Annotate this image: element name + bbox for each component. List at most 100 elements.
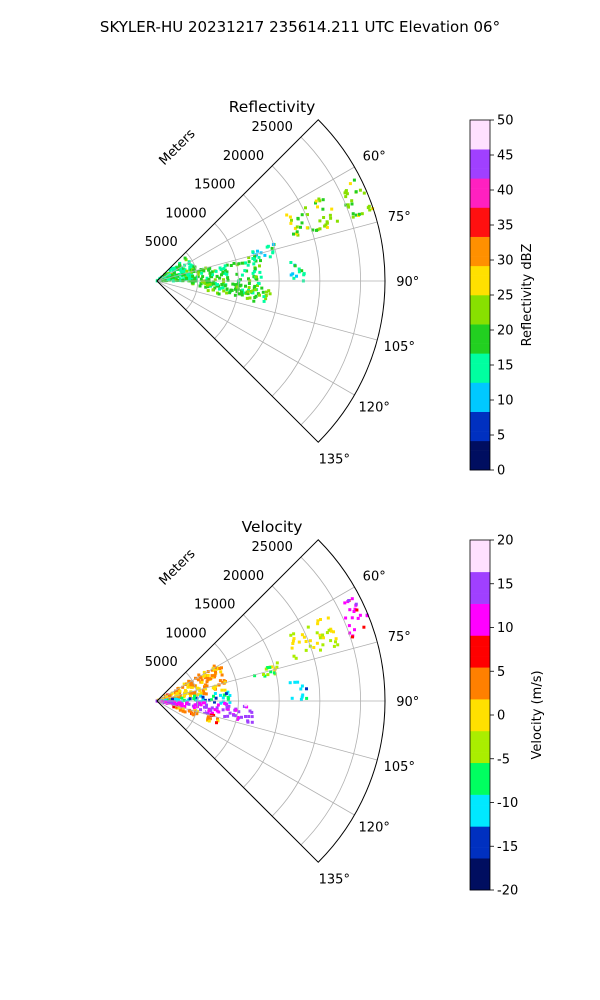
colorbar-segment: [470, 868, 490, 880]
echo-cell: [225, 263, 229, 267]
echo-cell: [179, 708, 182, 712]
echo-cell: [178, 261, 182, 265]
echo-cell: [168, 697, 172, 700]
echo-cell: [344, 616, 348, 620]
echo-cell: [264, 297, 268, 301]
echo-cell: [327, 628, 331, 632]
echo-cell: [208, 266, 212, 270]
echo-cell: [181, 709, 185, 713]
echo-cell: [288, 681, 292, 685]
echo-cell: [354, 213, 358, 217]
echo-cell: [353, 607, 357, 611]
echo-cell: [198, 701, 202, 705]
echo-cell: [211, 711, 214, 715]
echo-cell: [248, 296, 252, 300]
colorbar-segment: [470, 158, 490, 169]
echo-cell: [226, 276, 230, 280]
echo-cell: [269, 670, 273, 674]
colorbar-segment: [470, 207, 490, 218]
echo-cell: [206, 674, 210, 677]
echo-cell: [217, 287, 221, 291]
echo-cell: [316, 205, 319, 209]
echo-cell: [211, 273, 214, 277]
echo-cell: [204, 687, 208, 691]
echo-cell: [321, 198, 325, 202]
echo-cell: [166, 277, 170, 281]
colorbar-segment: [470, 363, 490, 374]
echo-cell: [365, 614, 369, 618]
echo-cell: [262, 295, 266, 299]
echo-cell: [203, 683, 207, 687]
echo-cell: [219, 701, 223, 705]
echo-cell: [240, 293, 244, 297]
colorbar-segment: [470, 794, 490, 806]
echo-cell: [172, 705, 176, 709]
echo-cell: [193, 694, 196, 698]
colorbar-segment: [470, 256, 490, 267]
colorbar-segment: [470, 614, 490, 626]
echo-cell: [221, 696, 225, 700]
echo-cell: [193, 703, 197, 707]
echo-cell: [230, 288, 234, 292]
echo-cell: [216, 719, 220, 723]
echo-cell: [188, 697, 192, 701]
echo-cell: [295, 274, 298, 278]
angle-tick-label: 60°: [363, 150, 386, 165]
colorbar-segment: [470, 149, 490, 160]
range-tick-label: 15000: [194, 598, 235, 613]
echo-cell: [213, 282, 217, 285]
echo-cell: [221, 700, 225, 704]
echo-cell: [202, 269, 206, 273]
echo-cell: [244, 703, 248, 707]
echo-cell: [246, 263, 250, 267]
echo-cell: [243, 269, 247, 273]
echo-cell: [305, 226, 309, 230]
echo-cell: [174, 702, 178, 706]
colorbar-segment: [470, 246, 490, 257]
echo-cell: [246, 720, 250, 724]
echo-cell: [288, 215, 292, 219]
echo-cell: [223, 680, 227, 684]
echo-cell: [352, 610, 356, 613]
echo-cell: [362, 625, 366, 629]
echo-cell: [207, 278, 211, 281]
range-tick-label: 5000: [145, 235, 178, 250]
echo-cell: [275, 665, 279, 669]
echo-cell: [348, 608, 352, 612]
echo-cell: [291, 642, 295, 645]
echo-cell: [185, 276, 189, 280]
colorbar-segment: [470, 401, 490, 412]
echo-cell: [351, 215, 355, 219]
echo-cell: [167, 700, 171, 704]
echo-cell: [190, 264, 194, 268]
colorbar-segment: [470, 285, 490, 296]
echo-cell: [329, 629, 333, 633]
echo-cell: [292, 632, 296, 636]
colorbar-tick-label: 20: [497, 324, 514, 339]
echo-cell: [215, 274, 219, 278]
echo-cell: [300, 269, 304, 273]
echo-cell: [350, 202, 354, 206]
echo-cell: [292, 637, 296, 641]
echo-cell: [304, 648, 308, 652]
echo-cell: [300, 633, 304, 637]
sector-outline: [156, 119, 386, 443]
colorbar-segment: [470, 197, 490, 208]
echo-cell: [319, 648, 322, 652]
echo-cell: [268, 665, 272, 669]
echo-cell: [188, 277, 192, 281]
echo-cell: [354, 190, 358, 194]
echo-cell: [199, 277, 203, 281]
echo-cell: [191, 685, 195, 689]
echo-cell: [205, 680, 209, 684]
echo-cell: [220, 282, 224, 286]
colorbar-segment: [470, 188, 490, 199]
echo-cell: [190, 712, 194, 716]
echo-cell: [215, 721, 218, 725]
colorbar-segment: [470, 624, 490, 636]
sector-outline: [156, 539, 386, 863]
echo-cell: [198, 689, 202, 693]
colorbar-segment: [470, 879, 490, 891]
echo-cell: [223, 715, 227, 718]
echo-cell: [205, 276, 209, 280]
